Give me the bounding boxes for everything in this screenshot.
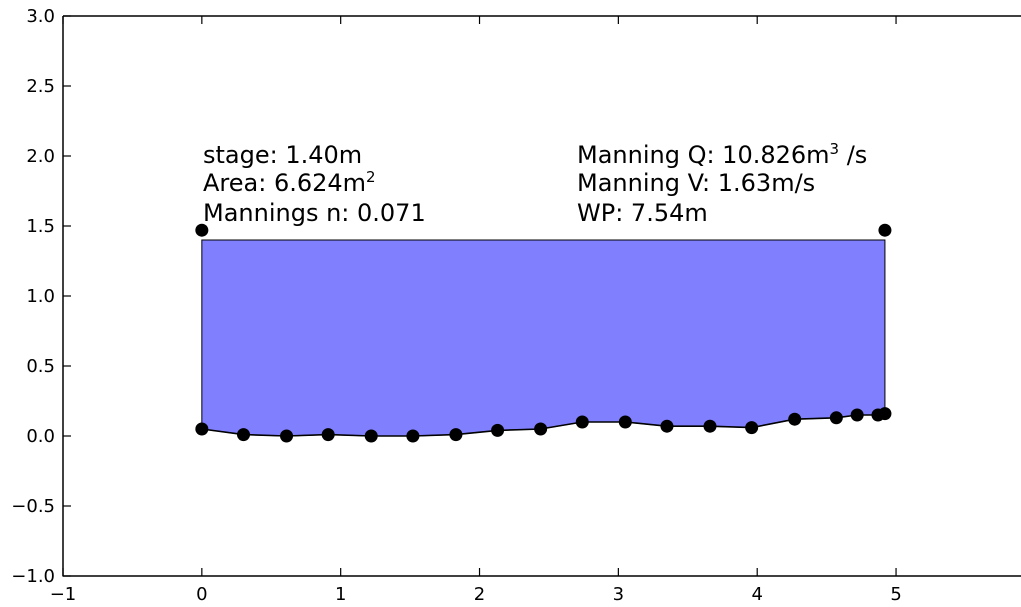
profile-point xyxy=(850,408,864,422)
profile-point xyxy=(449,428,463,442)
profile-point xyxy=(406,429,420,443)
water-area xyxy=(201,239,886,437)
x-tick-label: 5 xyxy=(890,584,901,605)
profile-point xyxy=(829,411,843,425)
stage-annotation: stage: 1.40m xyxy=(203,141,362,169)
y-tick-label: 2.0 xyxy=(26,146,55,167)
mannings-n-annotation: Mannings n: 0.071 xyxy=(203,199,426,227)
y-tick-label: 0.0 xyxy=(26,426,55,447)
y-tick-label: 1.5 xyxy=(26,216,55,237)
profile-point xyxy=(878,407,892,421)
profile-point xyxy=(364,429,378,443)
profile-point xyxy=(236,428,250,442)
bank-point xyxy=(195,223,209,237)
y-tick-label: 1.0 xyxy=(26,286,55,307)
axes: −1 0 1 2 3 4 5 −1.0 −0.5 0.0 0.5 1.0 1.5 2.0 2.5 3.0 xyxy=(11,6,1021,605)
x-tick-label: 3 xyxy=(613,584,624,605)
profile-point xyxy=(321,428,335,442)
profile-point xyxy=(703,419,717,433)
profile-point xyxy=(195,422,209,436)
bank-point xyxy=(878,223,892,237)
x-tick-label: 0 xyxy=(196,584,207,605)
y-tick-label: 3.0 xyxy=(26,6,55,27)
profile-point xyxy=(745,421,759,435)
x-tick-label: 4 xyxy=(751,584,762,605)
annotations: stage: 1.40m Area: 6.624m2 Mannings n: 0… xyxy=(203,140,867,227)
profile-point xyxy=(280,429,294,443)
manning-v-annotation: Manning V: 1.63m/s xyxy=(577,169,815,197)
plot-area xyxy=(195,223,892,443)
y-tick-label: 2.5 xyxy=(26,76,55,97)
profile-point xyxy=(534,422,548,436)
wp-annotation: WP: 7.54m xyxy=(577,199,708,227)
profile-point xyxy=(788,412,802,426)
y-tick-label: −1.0 xyxy=(11,566,55,587)
area-annotation: Area: 6.624m2 xyxy=(203,168,376,197)
y-tick-label: −0.5 xyxy=(11,496,55,517)
profile-point xyxy=(660,419,674,433)
profile-point xyxy=(575,415,589,429)
manning-q-annotation: Manning Q: 10.826m3 /s xyxy=(577,140,867,169)
profile-point xyxy=(491,423,505,437)
y-tick-label: 0.5 xyxy=(26,356,55,377)
x-tick-label: 1 xyxy=(335,584,346,605)
x-tick-label: 2 xyxy=(474,584,485,605)
profile-point xyxy=(618,415,632,429)
x-tick-label: −1 xyxy=(50,584,77,605)
